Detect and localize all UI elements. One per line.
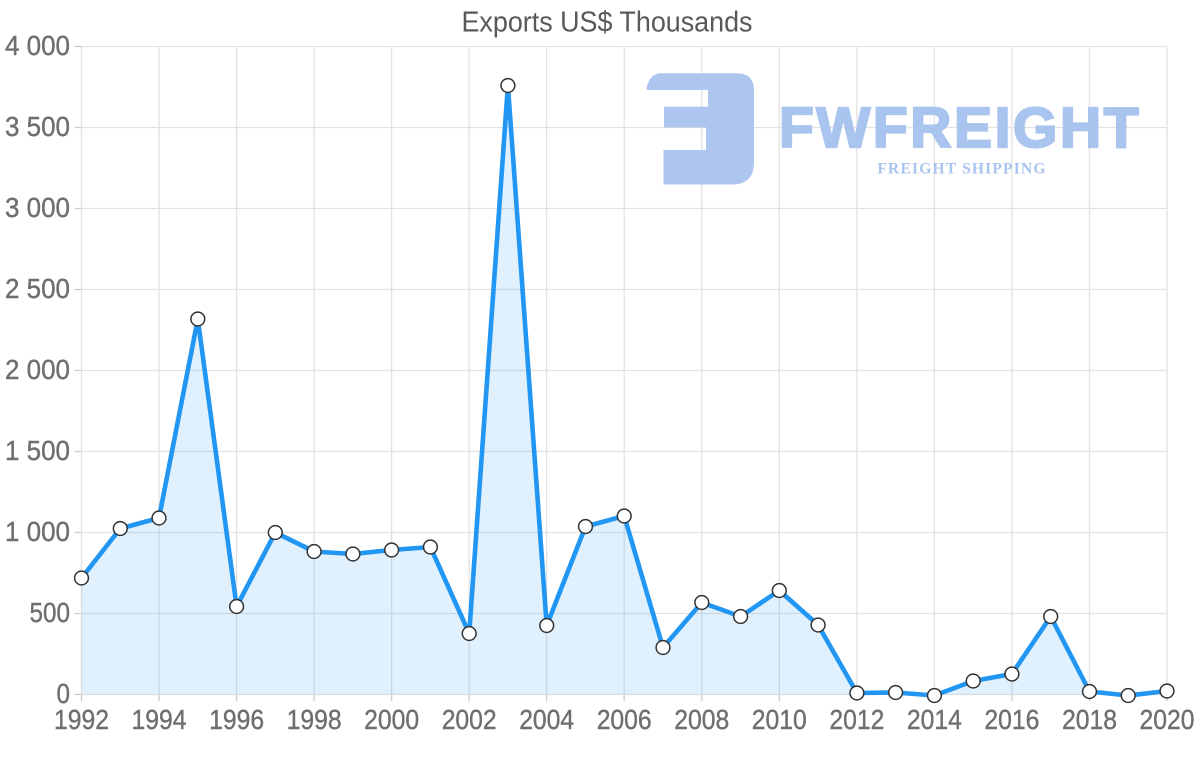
svg-text:500: 500 [30, 597, 71, 628]
svg-text:2012: 2012 [829, 704, 884, 735]
svg-text:2016: 2016 [984, 704, 1039, 735]
svg-text:FREIGHT SHIPPING: FREIGHT SHIPPING [877, 161, 1046, 178]
svg-text:2014: 2014 [907, 704, 962, 735]
svg-text:2 000: 2 000 [5, 354, 70, 385]
svg-text:2 500: 2 500 [5, 273, 70, 304]
svg-text:1998: 1998 [287, 704, 342, 735]
svg-text:2010: 2010 [752, 704, 807, 735]
svg-text:2018: 2018 [1062, 704, 1117, 735]
svg-text:2020: 2020 [1140, 704, 1195, 735]
svg-text:FWFREIGHT: FWFREIGHT [779, 96, 1141, 160]
svg-text:2000: 2000 [364, 704, 419, 735]
svg-text:0: 0 [57, 678, 71, 709]
svg-text:3 000: 3 000 [5, 192, 70, 223]
svg-text:4 000: 4 000 [5, 30, 70, 61]
svg-text:2008: 2008 [674, 704, 729, 735]
svg-text:1996: 1996 [209, 704, 264, 735]
svg-text:2004: 2004 [519, 704, 574, 735]
svg-text:1 000: 1 000 [5, 516, 70, 547]
svg-text:2006: 2006 [597, 704, 652, 735]
svg-text:3 500: 3 500 [5, 111, 70, 142]
svg-text:Exports US$ Thousands: Exports US$ Thousands [462, 7, 753, 39]
svg-text:2002: 2002 [442, 704, 497, 735]
svg-text:1992: 1992 [54, 704, 109, 735]
svg-text:1994: 1994 [132, 704, 187, 735]
svg-text:1 500: 1 500 [5, 435, 70, 466]
